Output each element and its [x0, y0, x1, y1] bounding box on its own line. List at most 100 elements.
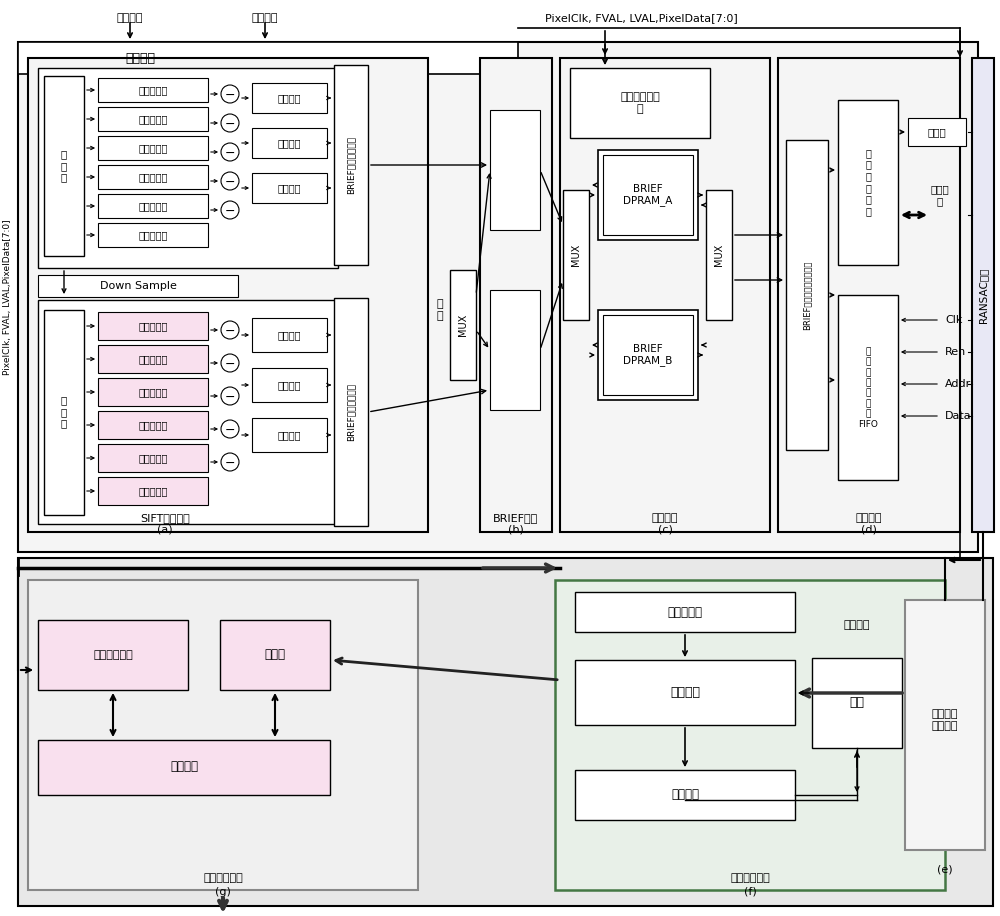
Bar [706, 190, 732, 320]
Text: 高斯滤波器: 高斯滤波器 [138, 143, 168, 153]
Bar [38, 300, 338, 524]
Bar [838, 100, 898, 265]
Text: Addr: Addr [945, 379, 971, 389]
Text: 变换矩阵: 变换矩阵 [844, 620, 870, 630]
Bar [98, 223, 208, 247]
Text: 高斯滤波器: 高斯滤波器 [138, 321, 168, 331]
Text: Clk: Clk [945, 315, 962, 325]
Bar [563, 190, 589, 320]
Bar [38, 620, 188, 690]
Text: (d): (d) [861, 525, 877, 535]
Text: 特征检测: 特征检测 [277, 138, 301, 148]
Bar [28, 58, 428, 532]
Text: RANSAC模块: RANSAC模块 [978, 267, 988, 322]
Text: 数字视频: 数字视频 [117, 13, 143, 23]
Text: BRIEF描述向量距离计算器: BRIEF描述向量距离计算器 [802, 260, 812, 330]
Text: Ren: Ren [945, 347, 966, 357]
Bar [598, 150, 698, 240]
Bar [908, 118, 966, 146]
Text: 高斯滤波器: 高斯滤波器 [138, 453, 168, 463]
Text: −: − [225, 204, 235, 217]
Text: −: − [225, 390, 235, 404]
Text: (e): (e) [937, 865, 953, 875]
Bar [252, 418, 327, 452]
Text: MUX: MUX [458, 314, 468, 336]
Text: 特征检测: 特征检测 [277, 380, 301, 390]
Text: BRIEF描述: BRIEF描述 [493, 513, 539, 523]
Text: 显示控制: 显示控制 [170, 760, 198, 773]
Bar [575, 660, 795, 725]
Text: MUX: MUX [571, 244, 581, 267]
Text: 匹
配
点
对
存
储
器
FIFO: 匹 配 点 对 存 储 器 FIFO [858, 347, 878, 429]
Text: −: − [225, 147, 235, 159]
Bar [98, 136, 208, 160]
Bar [220, 620, 330, 690]
Text: 特征检测: 特征检测 [277, 430, 301, 440]
Text: BRIEF
DPRAM_A: BRIEF DPRAM_A [623, 184, 673, 206]
Text: (g): (g) [215, 887, 231, 897]
Bar [252, 173, 327, 203]
Text: 高斯滤波器: 高斯滤波器 [138, 387, 168, 397]
Bar [603, 155, 693, 235]
Text: 高斯滤波器: 高斯滤波器 [138, 114, 168, 124]
Text: 高斯滤波器: 高斯滤波器 [138, 486, 168, 496]
Text: 高斯滤波器: 高斯滤波器 [138, 354, 168, 364]
Text: PixelClk, FVAL, LVAL,PixelData[7:0]: PixelClk, FVAL, LVAL,PixelData[7:0] [3, 219, 13, 375]
Bar [480, 58, 552, 532]
Bar [98, 165, 208, 189]
Text: 读中断: 读中断 [928, 127, 946, 137]
Text: 组
合: 组 合 [437, 300, 443, 321]
Text: 高斯滤波器: 高斯滤波器 [138, 201, 168, 211]
Bar [778, 58, 960, 532]
Text: 相机接口: 相机接口 [125, 51, 155, 64]
Bar [252, 318, 327, 352]
Text: 特征检测: 特征检测 [277, 330, 301, 340]
Bar [598, 310, 698, 400]
Bar [812, 658, 902, 748]
Text: SIFT特征检测: SIFT特征检测 [140, 513, 190, 523]
Text: −: − [225, 423, 235, 437]
Bar [28, 580, 418, 890]
Text: Down Sample: Down Sample [100, 281, 177, 291]
Text: 特征存储: 特征存储 [652, 513, 678, 523]
Bar [18, 42, 518, 74]
Bar [38, 275, 238, 297]
Bar [98, 444, 208, 472]
Bar [98, 477, 208, 505]
Bar [18, 558, 993, 906]
Bar [252, 83, 327, 113]
Text: 行
缓
存: 行 缓 存 [61, 396, 67, 429]
Text: (f): (f) [744, 887, 756, 897]
Text: 高斯滤波器: 高斯滤波器 [138, 85, 168, 95]
Bar [252, 128, 327, 158]
Text: BRIEF描述向量提取: BRIEF描述向量提取 [347, 383, 356, 441]
Bar [38, 740, 330, 795]
Text: −: − [225, 176, 235, 189]
Bar [334, 65, 368, 265]
Bar [560, 58, 770, 532]
Text: −: − [225, 324, 235, 337]
Text: −: − [225, 117, 235, 130]
Bar [44, 310, 84, 515]
Bar [98, 378, 208, 406]
Bar [575, 592, 795, 632]
Text: 特征检测: 特征检测 [277, 183, 301, 193]
Text: BRIEF
DPRAM_B: BRIEF DPRAM_B [623, 344, 673, 366]
Bar [98, 107, 208, 131]
Text: Data: Data [945, 411, 972, 421]
Text: 相机接口: 相机接口 [252, 13, 278, 23]
Bar [98, 312, 208, 340]
Bar [555, 580, 945, 890]
Bar [490, 290, 540, 410]
Bar [786, 140, 828, 450]
Text: 读
中
断
生
成
器: 读 中 断 生 成 器 [865, 148, 871, 216]
Text: PixelClk, FVAL, LVAL,PixelData[7:0]: PixelClk, FVAL, LVAL,PixelData[7:0] [545, 13, 738, 23]
Text: 特征检测: 特征检测 [277, 93, 301, 103]
Text: 乒乓信号生成
器: 乒乓信号生成 器 [620, 93, 660, 114]
Bar [252, 368, 327, 402]
Text: −: − [225, 89, 235, 102]
Bar [98, 411, 208, 439]
Text: (b): (b) [508, 525, 524, 535]
Bar [44, 76, 84, 256]
Text: 相关匹配: 相关匹配 [670, 685, 700, 699]
